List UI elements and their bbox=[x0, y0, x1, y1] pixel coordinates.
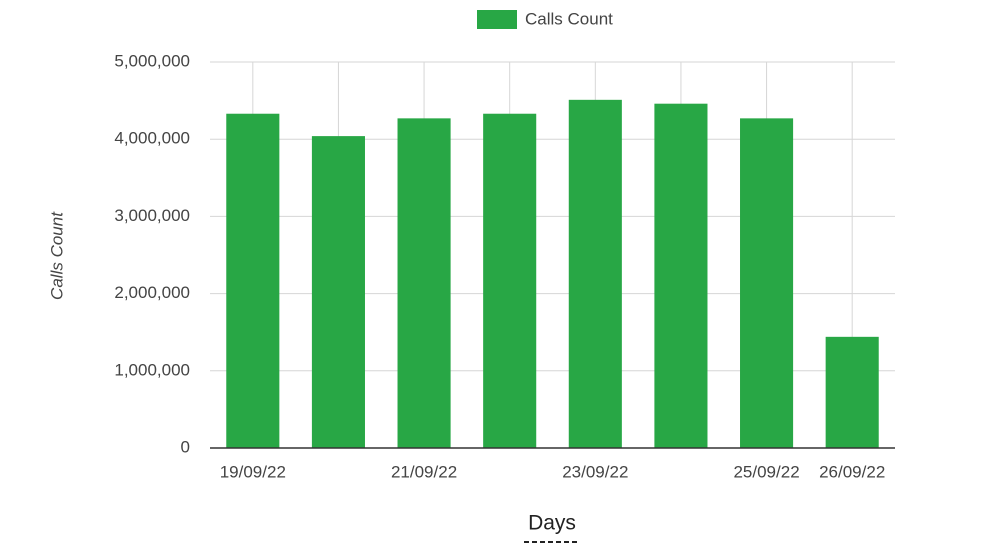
y-tick-label: 4,000,000 bbox=[114, 129, 190, 148]
bar bbox=[568, 99, 622, 448]
y-axis-title: Calls Count bbox=[47, 211, 66, 300]
legend-label: Calls Count bbox=[525, 9, 613, 28]
x-tick-label: 19/09/22 bbox=[220, 462, 286, 481]
y-tick-label: 0 bbox=[181, 437, 190, 456]
x-tick-label: 25/09/22 bbox=[733, 462, 799, 481]
y-tick-label: 1,000,000 bbox=[114, 360, 190, 379]
bar bbox=[740, 118, 794, 448]
y-tick-label: 5,000,000 bbox=[114, 51, 190, 70]
y-tick-label: 3,000,000 bbox=[114, 206, 190, 225]
legend-swatch bbox=[477, 10, 517, 29]
bar bbox=[483, 113, 537, 448]
bar bbox=[226, 113, 280, 448]
bar bbox=[397, 118, 451, 448]
y-tick-label: 2,000,000 bbox=[114, 283, 190, 302]
x-tick-label: 26/09/22 bbox=[819, 462, 885, 481]
x-axis-title: Days bbox=[528, 512, 576, 535]
bar bbox=[654, 103, 708, 449]
bar bbox=[311, 136, 365, 448]
bar bbox=[825, 336, 879, 448]
x-tick-label: 23/09/22 bbox=[562, 462, 628, 481]
x-tick-label: 21/09/22 bbox=[391, 462, 457, 481]
